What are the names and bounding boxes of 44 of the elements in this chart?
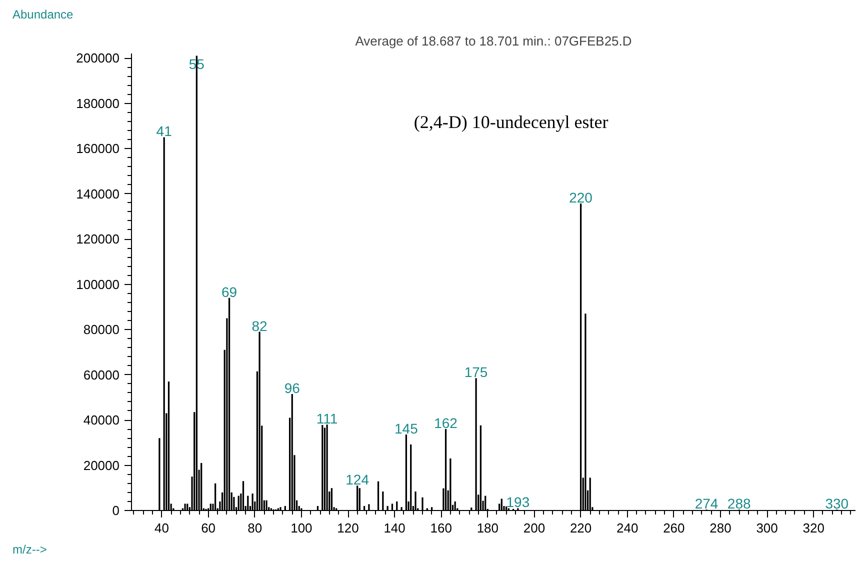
x-tick-label: 140 — [384, 520, 406, 536]
x-tick-label: 260 — [663, 520, 685, 536]
y-tick-label: 20000 — [83, 458, 120, 473]
x-tick-label: 200 — [523, 520, 546, 536]
annotation: 330 — [825, 496, 849, 512]
annotation: 96 — [284, 380, 300, 396]
annotation: 193 — [506, 494, 530, 510]
x-tick-label: 60 — [201, 520, 216, 536]
y-tick-label: 0 — [112, 503, 120, 518]
x-tick-label: 40 — [154, 520, 169, 536]
annotation: 220 — [569, 189, 593, 206]
x-tick-label: 160 — [430, 520, 452, 536]
y-tick-label: 120000 — [76, 232, 120, 247]
annotation: 274 — [694, 496, 718, 512]
y-tick-label: 180000 — [76, 96, 120, 111]
annotation: 41 — [156, 123, 172, 140]
y-tick-label: 140000 — [76, 186, 120, 202]
chart-title: Average of 18.687 to 18.701 min.: 07GFEB25.D — [355, 34, 632, 48]
x-tick-label: 300 — [756, 520, 778, 536]
x-tick-label: 180 — [476, 520, 499, 536]
annotation: 111 — [316, 410, 338, 427]
x-tick-label: 280 — [710, 520, 732, 536]
annotation: 162 — [434, 415, 458, 432]
y-tick-label: 40000 — [83, 412, 120, 428]
annotation: 124 — [346, 472, 370, 488]
x-axis-title: m/z--> — [12, 542, 47, 556]
annotation: 69 — [221, 284, 238, 300]
x-tick-label: 80 — [248, 520, 262, 536]
y-tick-label: 60000 — [83, 367, 120, 382]
y-tick-label: 160000 — [76, 141, 120, 156]
x-tick-label: 100 — [290, 520, 312, 536]
x-tick-label: 220 — [570, 520, 592, 536]
x-tick-label: 120 — [337, 520, 359, 536]
annotation: 288 — [727, 496, 751, 512]
annotation: 145 — [394, 420, 418, 436]
x-tick-label: 240 — [616, 520, 638, 536]
y-tick-label: 200000 — [76, 50, 120, 66]
x-tick-label: 320 — [802, 520, 824, 536]
annotation: 82 — [252, 318, 268, 334]
y-axis-title: Abundance — [12, 8, 74, 22]
annotation: (2,4-D) 10-undecenyl ester — [414, 112, 608, 132]
y-tick-label: 80000 — [83, 322, 120, 338]
annotation: 175 — [464, 364, 488, 380]
y-tick-label: 100000 — [76, 276, 120, 292]
